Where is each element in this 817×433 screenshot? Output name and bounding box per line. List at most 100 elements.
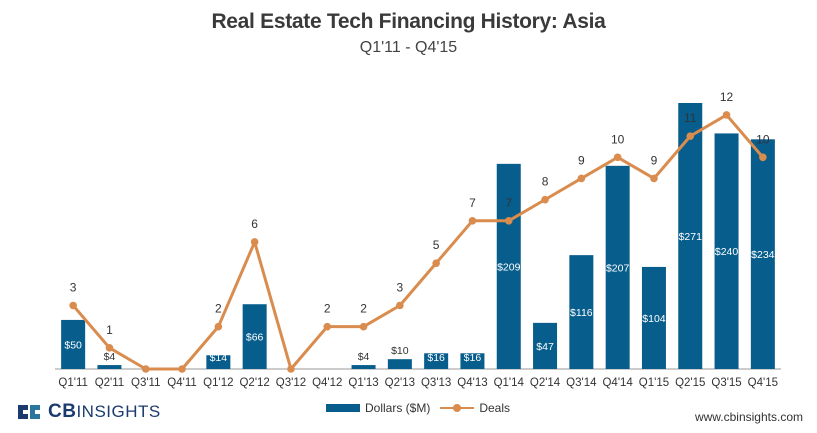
- deals-point-7: [323, 322, 332, 331]
- deals-point-12: [504, 217, 513, 225]
- bar-label-16: $104: [642, 313, 666, 325]
- deals-label-11: 7: [469, 196, 476, 210]
- deals-point-6: [287, 365, 295, 373]
- bar-18: [714, 133, 739, 369]
- deals-point-2: [141, 365, 150, 373]
- deals-point-0: [69, 301, 77, 310]
- chart-subtitle: Q1'11 - Q4'15: [359, 39, 458, 56]
- bar-label-1: $4: [104, 351, 116, 363]
- legend-swatch-line: [440, 403, 475, 413]
- bar-label-8: $4: [358, 351, 370, 363]
- deals-point-9: [396, 301, 404, 310]
- x-tick-label-17: Q2'15: [675, 377, 705, 389]
- bar-15: [605, 165, 630, 369]
- x-tick-label-9: Q2'13: [385, 377, 415, 389]
- x-tick-label-14: Q3'14: [566, 377, 597, 389]
- deals-point-13: [541, 195, 549, 204]
- x-tick-label-11: Q4'13: [457, 377, 487, 389]
- legend-item-dollars: Dollars ($M): [326, 401, 430, 415]
- bar-16: [641, 266, 666, 369]
- deals-point-16: [650, 174, 658, 183]
- x-tick-label-15: Q4'14: [602, 377, 633, 389]
- bar-12: [496, 163, 521, 369]
- bar-14: [569, 255, 594, 369]
- chart-area: $50 Q1'11 $4 Q2'11 Q3'11 Q4'11 $14 Q1'12 $66 Q2'1…: [55, 90, 781, 389]
- bar-label-15: $207: [606, 262, 630, 274]
- deals-label-9: 3: [397, 280, 404, 294]
- x-tick-label-0: Q1'11: [58, 377, 87, 389]
- bar-label-17: $271: [679, 231, 703, 243]
- deals-label-8: 2: [360, 302, 367, 316]
- deals-label-4: 2: [215, 302, 222, 316]
- x-tick-label-16: Q1'15: [639, 377, 669, 389]
- deals-label-7: 2: [324, 302, 331, 316]
- x-tick-label-18: Q3'15: [711, 377, 741, 389]
- deals-point-11: [468, 217, 477, 225]
- bar-4: [206, 355, 231, 369]
- deals-label-0: 3: [70, 280, 77, 294]
- bar-label-19: $234: [751, 249, 775, 261]
- bar-8: [351, 365, 376, 369]
- x-tick-label-1: Q2'11: [95, 377, 124, 389]
- website-url: www.cbinsights.com: [694, 410, 803, 424]
- deals-label-14: 9: [578, 153, 585, 167]
- x-tick-label-8: Q1'13: [348, 377, 378, 389]
- deals-label-5: 6: [251, 217, 258, 231]
- x-tick-label-6: Q3'12: [276, 377, 306, 389]
- bar-9: [387, 359, 412, 369]
- deals-point-3: [178, 365, 186, 373]
- bar-10: [424, 353, 449, 369]
- bar-19: [750, 139, 775, 369]
- deals-point-5: [250, 238, 259, 246]
- bar-label-14: $116: [570, 307, 593, 319]
- deals-label-18: 12: [720, 90, 734, 104]
- legend-label-deals: Deals: [479, 401, 511, 415]
- deals-point-15: [613, 153, 622, 162]
- bar-label-18: $240: [715, 246, 739, 258]
- deals-label-13: 8: [542, 175, 549, 189]
- legend-swatch-bar: [326, 404, 360, 412]
- x-tick-label-5: Q2'12: [239, 377, 269, 389]
- bar-13: [533, 322, 558, 369]
- bar-label-13: $47: [536, 341, 554, 353]
- deals-point-19: [759, 153, 767, 162]
- deals-point-1: [105, 344, 114, 352]
- x-tick-label-10: Q3'13: [421, 377, 451, 389]
- bar-label-10: $16: [427, 352, 445, 364]
- deals-point-8: [359, 322, 368, 331]
- deals-point-10: [432, 259, 440, 267]
- bar-label-0: $50: [64, 339, 82, 351]
- deals-label-12: 7: [505, 196, 512, 210]
- deals-label-1: 1: [106, 323, 113, 337]
- cb-logo-icon: [18, 405, 40, 419]
- x-tick-label-13: Q2'14: [530, 377, 561, 389]
- cb-insights-logo: CBINSIGHTS: [14, 401, 161, 423]
- deals-point-18: [722, 111, 731, 119]
- deals-label-10: 5: [433, 238, 440, 252]
- bar-5: [242, 304, 267, 369]
- x-tick-label-7: Q4'12: [312, 377, 342, 389]
- deals-label-17: 11: [684, 111, 697, 125]
- logo-text-bold: CB: [48, 401, 77, 422]
- x-tick-label-2: Q3'11: [131, 377, 160, 389]
- bar-0: [61, 319, 86, 369]
- bar-label-9: $10: [391, 345, 409, 357]
- x-tick-label-19: Q4'15: [748, 377, 778, 389]
- x-tick-label-12: Q1'14: [494, 377, 525, 389]
- deals-label-15: 10: [611, 132, 625, 146]
- legend: Dollars ($M) Deals: [326, 401, 510, 415]
- x-tick-label-3: Q4'11: [167, 377, 196, 389]
- deals-label-16: 9: [651, 153, 658, 167]
- logo-text: CBINSIGHTS: [48, 401, 161, 423]
- bar-11: [460, 353, 485, 369]
- legend-item-deals: Deals: [440, 401, 510, 415]
- deals-line: [72, 113, 764, 371]
- bar-label-4: $14: [210, 352, 228, 364]
- bar-label-12: $209: [497, 261, 521, 273]
- deals-point-14: [577, 174, 586, 183]
- deals-point-4: [214, 322, 223, 331]
- legend-label-dollars: Dollars ($M): [365, 401, 431, 415]
- x-tick-label-4: Q1'12: [203, 377, 233, 389]
- chart-title: Real Estate Tech Financing History: Asia: [211, 10, 606, 33]
- bar-1: [97, 365, 122, 369]
